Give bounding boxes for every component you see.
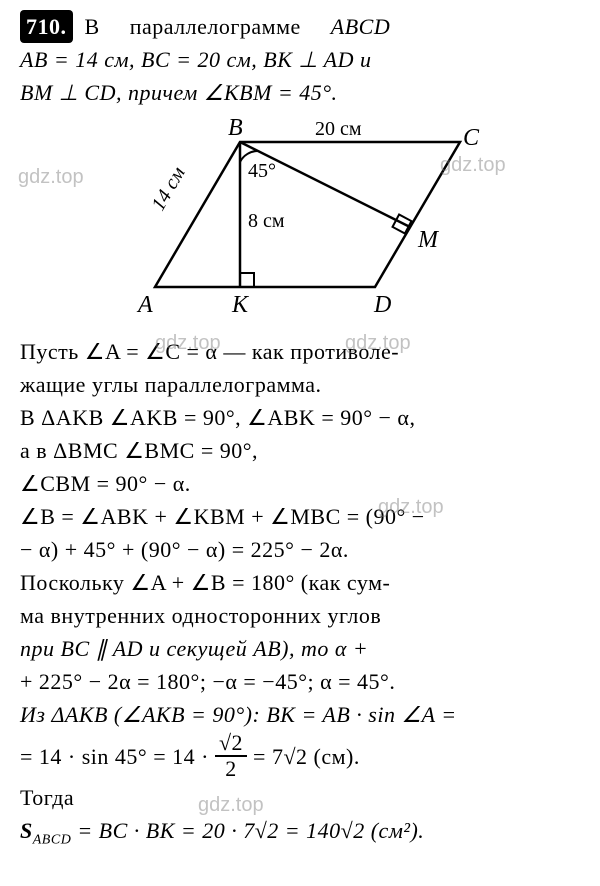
solution-line: + 225° − 2α = 180°; −α = −45°; α = 45°. (20, 665, 580, 698)
solution-line: Тогда (20, 781, 580, 814)
denominator: 2 (215, 757, 247, 781)
svg-text:14 см: 14 см (147, 163, 189, 215)
svg-text:K: K (231, 292, 250, 318)
text: = 7√2 (см). (253, 740, 360, 773)
text: = BC · BK = 20 · 7√2 = 140√2 (см²). (71, 818, 424, 843)
problem-statement: 710. В параллелограмме ABCD (20, 10, 580, 43)
problem-line: AB = 14 см, BC = 20 см, BK ⊥ AD и (20, 43, 580, 76)
svg-text:M: M (417, 227, 440, 253)
parallelogram-diagram: A B C D K M 14 см 20 см 45° 8 см (120, 117, 520, 327)
svg-text:45°: 45° (248, 160, 276, 182)
svg-text:D: D (373, 292, 391, 318)
problem-line: BM ⊥ CD, причем ∠KBM = 45°. (20, 76, 580, 109)
text: S (20, 818, 33, 843)
svg-text:C: C (463, 125, 480, 151)
problem-number: 710. (20, 10, 73, 43)
numerator: √2 (215, 731, 247, 757)
subscript: ABCD (33, 833, 72, 848)
fraction: √2 2 (215, 731, 247, 781)
solution-line: Пусть ∠A = ∠C = α — как противоле- (20, 335, 580, 368)
solution-line: жащие углы параллелограмма. (20, 368, 580, 401)
svg-text:8 см: 8 см (248, 210, 285, 232)
solution-line: ∠CBM = 90° − α. (20, 467, 580, 500)
solution-line: а в ΔBMC ∠BMC = 90°, (20, 434, 580, 467)
solution-line: ма внутренних односторонних углов (20, 599, 580, 632)
solution-line: Из ΔAKB (∠AKB = 90°): BK = AB · sin ∠A = (20, 698, 580, 731)
text: параллелограмме (130, 14, 301, 39)
svg-text:A: A (136, 292, 153, 318)
solution-line: В ΔAKB ∠AKB = 90°, ∠ABK = 90° − α, (20, 401, 580, 434)
text: = 14 · sin 45° = 14 · (20, 740, 209, 773)
solution-line-fraction: = 14 · sin 45° = 14 · √2 2 = 7√2 (см). (20, 731, 580, 781)
svg-text:B: B (228, 117, 243, 141)
solution-line: − α) + 45° + (90° − α) = 225° − 2α. (20, 533, 580, 566)
solution-line: ∠B = ∠ABK + ∠KBM + ∠MBC = (90° − (20, 500, 580, 533)
solution-final: SABCD = BC · BK = 20 · 7√2 = 140√2 (см²)… (20, 814, 580, 850)
text: В (85, 14, 100, 39)
solution-line: при BC ∥ AD и секущей AB), то α + (20, 632, 580, 665)
diagram: A B C D K M 14 см 20 см 45° 8 см (20, 117, 580, 327)
svg-text:20 см: 20 см (315, 118, 362, 140)
solution-line: Поскольку ∠A + ∠B = 180° (как сум- (20, 566, 580, 599)
text: ABCD (331, 14, 390, 39)
